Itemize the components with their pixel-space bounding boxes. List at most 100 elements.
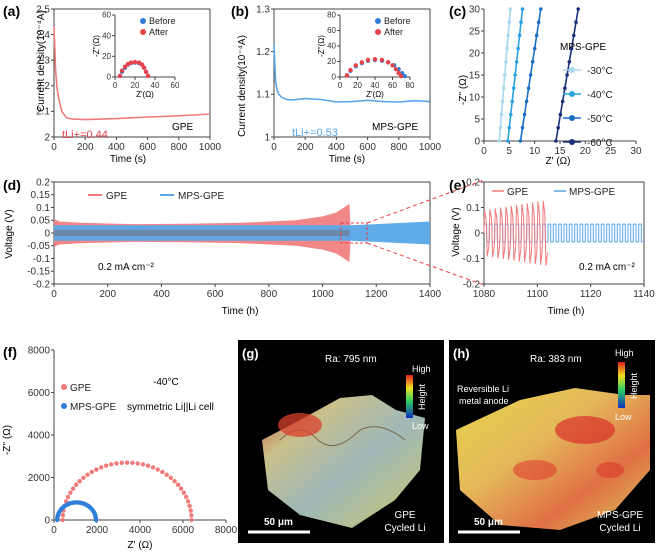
c-point xyxy=(502,73,507,77)
c-xtick-label: 10 xyxy=(529,146,541,157)
panel-g-label: (g) xyxy=(242,346,259,361)
panel-a-tag: GPE xyxy=(172,122,193,133)
a-inset-point-after xyxy=(145,73,151,79)
c-point xyxy=(506,139,510,143)
a-ytick-label: 2.4 xyxy=(36,30,50,41)
zoom-box xyxy=(340,222,368,244)
c-point xyxy=(530,60,535,64)
c-point xyxy=(520,126,525,130)
c-point xyxy=(560,99,565,104)
f-xtick-label: 2000 xyxy=(86,525,109,536)
c-point xyxy=(504,60,508,64)
c-ytick-label: 25 xyxy=(469,26,481,37)
c-point xyxy=(508,112,513,117)
c-point xyxy=(514,60,519,64)
a-inset-point-after xyxy=(141,65,147,70)
c-point xyxy=(563,86,567,90)
a-inset-point-after xyxy=(143,69,149,75)
afm-g-low-label: Low xyxy=(412,421,429,431)
afm-h-note-1: Reversible Li xyxy=(457,384,509,394)
b-inset-legend-marker xyxy=(375,18,381,24)
c-ytick-label: 10 xyxy=(469,92,481,103)
d-ytick-label: -0.1 xyxy=(33,254,51,265)
c-point xyxy=(576,7,581,11)
a-xtick-label: 400 xyxy=(108,142,125,153)
f-point-gpe xyxy=(164,472,169,477)
a-ytick-label: 2.5 xyxy=(36,4,50,15)
d-ytick-label: -0.2 xyxy=(33,279,51,290)
a-inset-ylabel: -Z''(Ω) xyxy=(92,35,101,57)
f-point-gpe xyxy=(89,469,95,475)
a-inset-ytick-label: 20 xyxy=(102,52,111,61)
panel-c-legend: -30°C -40°C -50°C -60°C xyxy=(563,66,613,149)
a-inset-legend-marker xyxy=(140,18,146,24)
f-point-gpe xyxy=(145,463,151,468)
panel-b-ylabel: Current density(10⁻⁴A) xyxy=(237,35,248,137)
a-ytick-label: 2.3 xyxy=(36,56,50,67)
c-point xyxy=(500,99,505,104)
afm-g-caption-2: Cycled Li xyxy=(384,523,425,534)
b-inset-point-after xyxy=(344,73,350,78)
f-point-gpe xyxy=(140,462,146,467)
c-point xyxy=(536,20,541,25)
a-inset-xtick-label: 40 xyxy=(151,81,160,90)
afm-g-colorbar xyxy=(406,375,413,418)
panel-c-legend-title: MPS-GPE xyxy=(560,42,606,53)
f-point-gpe xyxy=(189,517,194,523)
f-point-gpe xyxy=(181,490,187,495)
panel-f-cell-annotation: symmetric Li||Li cell xyxy=(127,402,214,413)
c-legend-marker xyxy=(569,67,575,73)
f-point-gpe xyxy=(183,494,189,500)
a-ytick-label: 2.1 xyxy=(36,107,50,118)
f-ytick-label: 2000 xyxy=(28,473,51,484)
c-xtick-label: 25 xyxy=(605,146,617,157)
panel-e-label: (e) xyxy=(449,177,466,193)
b-inset-legend-label: After xyxy=(384,27,403,37)
c-legend-label: -30°C xyxy=(587,66,613,77)
c-point xyxy=(498,126,503,130)
f-point-gpe xyxy=(160,469,165,475)
c-xtick-label: 5 xyxy=(507,146,513,157)
f-point-gpe xyxy=(65,494,71,500)
e-xtick-label: 1140 xyxy=(633,289,655,300)
f-legend-marker xyxy=(61,384,67,390)
f-ytick-label: 0 xyxy=(44,515,50,526)
c-legend-marker xyxy=(569,115,575,121)
afm-h-low-label: Low xyxy=(615,412,632,422)
panel-b-xlabel: Time (s) xyxy=(329,154,365,165)
f-point-gpe xyxy=(81,475,86,480)
b-inset-xtick-label: 20 xyxy=(353,81,362,90)
d-xtick-label: 800 xyxy=(261,289,278,300)
f-point-gpe xyxy=(155,467,160,472)
f-point-gpe xyxy=(77,478,82,484)
b-inset-point-after xyxy=(372,56,378,62)
b-inset-point-before xyxy=(402,74,407,79)
d-ytick-label: 0.2 xyxy=(36,177,50,188)
b-inset-point-after xyxy=(399,74,404,79)
e-xtick-label: 1120 xyxy=(580,289,602,300)
b-inset-xtick-label: 60 xyxy=(388,81,397,90)
afm-h-peak-3 xyxy=(596,462,624,478)
b-ytick-label: 1.2 xyxy=(256,47,270,58)
d-xtick-label: 400 xyxy=(153,289,170,300)
f-point-gpe xyxy=(185,499,191,504)
panel-a-tli-annotation: tLi+=0.44 xyxy=(62,129,108,141)
f-point-gpe xyxy=(119,460,124,466)
b-inset-xlabel: Z'(Ω) xyxy=(366,90,384,99)
c-point xyxy=(526,86,531,90)
b-inset-ytick-label: 80 xyxy=(327,11,336,20)
d-xtick-label: 600 xyxy=(207,289,224,300)
f-point-gpe xyxy=(74,482,79,487)
a-inset-point-after xyxy=(119,68,125,74)
c-point xyxy=(510,99,515,104)
a-inset-point-after xyxy=(128,60,134,65)
d-xtick-label: 1200 xyxy=(365,289,388,300)
b-inset-point-after xyxy=(365,57,371,63)
c-point xyxy=(520,7,525,11)
f-point-gpe xyxy=(114,461,119,466)
f-point-gpe xyxy=(130,460,135,466)
b-xtick-label: 200 xyxy=(297,142,314,153)
